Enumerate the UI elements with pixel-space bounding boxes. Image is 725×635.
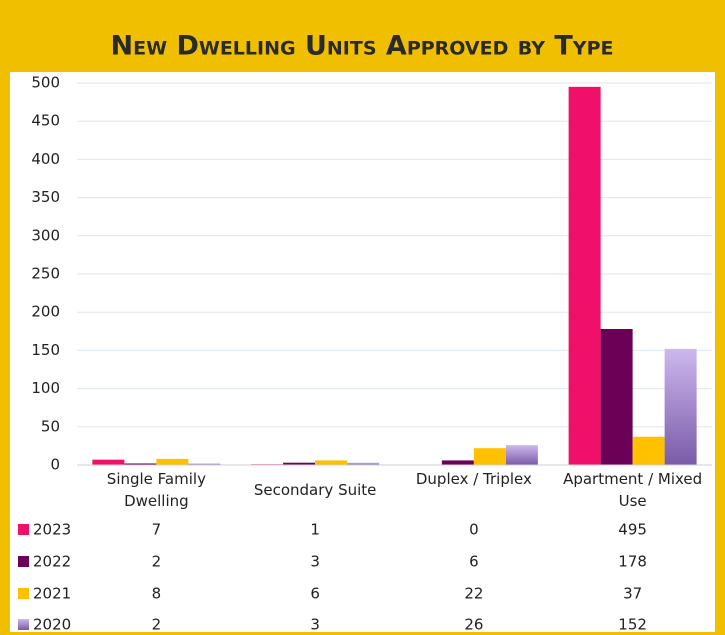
x-tick-label: Secondary Suite	[253, 481, 377, 499]
table-value: 152	[618, 616, 647, 634]
x-tick-label: Duplex / Triplex	[415, 470, 532, 488]
bar	[315, 460, 348, 465]
y-tick-label: 150	[31, 341, 60, 359]
chart-title: New Dwelling Units Approved by Type	[111, 31, 614, 62]
bar	[600, 329, 633, 465]
y-tick-label: 0	[50, 456, 60, 474]
legend-label: 2022	[33, 553, 71, 571]
y-tick-label: 50	[41, 417, 60, 435]
table-value: 1	[310, 521, 320, 539]
table-value: 6	[310, 585, 320, 603]
table-value: 22	[464, 585, 483, 603]
bar	[92, 459, 125, 465]
table-value: 37	[623, 585, 642, 603]
bar	[505, 445, 538, 465]
y-tick-label: 250	[31, 265, 60, 283]
x-tick-label: Single Family Dwelling	[106, 470, 206, 510]
bar	[568, 86, 601, 465]
table-value: 0	[469, 521, 479, 539]
bar	[347, 462, 380, 465]
legend-label: 2021	[33, 585, 71, 603]
legend-label: 2023	[33, 521, 71, 539]
bar	[664, 348, 697, 465]
table-value: 7	[152, 521, 162, 539]
x-tick-label-box: Duplex / Triplex	[415, 470, 532, 488]
bar	[473, 448, 506, 465]
bar	[441, 460, 474, 465]
table-value: 2	[152, 616, 162, 634]
x-tick-label-box: Single Family Dwelling	[106, 470, 206, 510]
table-value: 3	[310, 616, 320, 634]
legend-label: 2020	[33, 616, 71, 634]
y-tick-label: 100	[31, 379, 60, 397]
bar	[283, 462, 316, 465]
x-tick-label: Apartment / Mixed Use	[563, 470, 703, 510]
legend-swatch	[18, 619, 29, 630]
legend-swatch	[18, 524, 29, 535]
bar	[632, 436, 665, 465]
x-tick-label-box: Secondary Suite	[253, 481, 377, 499]
y-tick-label: 400	[31, 150, 60, 168]
legend-swatch	[18, 588, 29, 599]
y-tick-label: 200	[31, 303, 60, 321]
table-value: 8	[152, 585, 162, 603]
table-value: 2	[152, 553, 162, 571]
x-tick-label-box: Apartment / Mixed Use	[563, 470, 703, 510]
legend-swatch	[18, 556, 29, 567]
y-tick-label: 350	[31, 188, 60, 206]
y-tick-label: 450	[31, 112, 60, 130]
table-value: 495	[618, 521, 647, 539]
bar	[156, 458, 189, 465]
y-tick-label: 500	[31, 74, 60, 92]
table-value: 6	[469, 553, 479, 571]
y-tick-label: 300	[31, 226, 60, 244]
bar	[124, 463, 157, 465]
table-value: 178	[618, 553, 647, 571]
table-value: 3	[310, 553, 320, 571]
table-value: 26	[464, 616, 483, 634]
bar	[188, 463, 221, 465]
